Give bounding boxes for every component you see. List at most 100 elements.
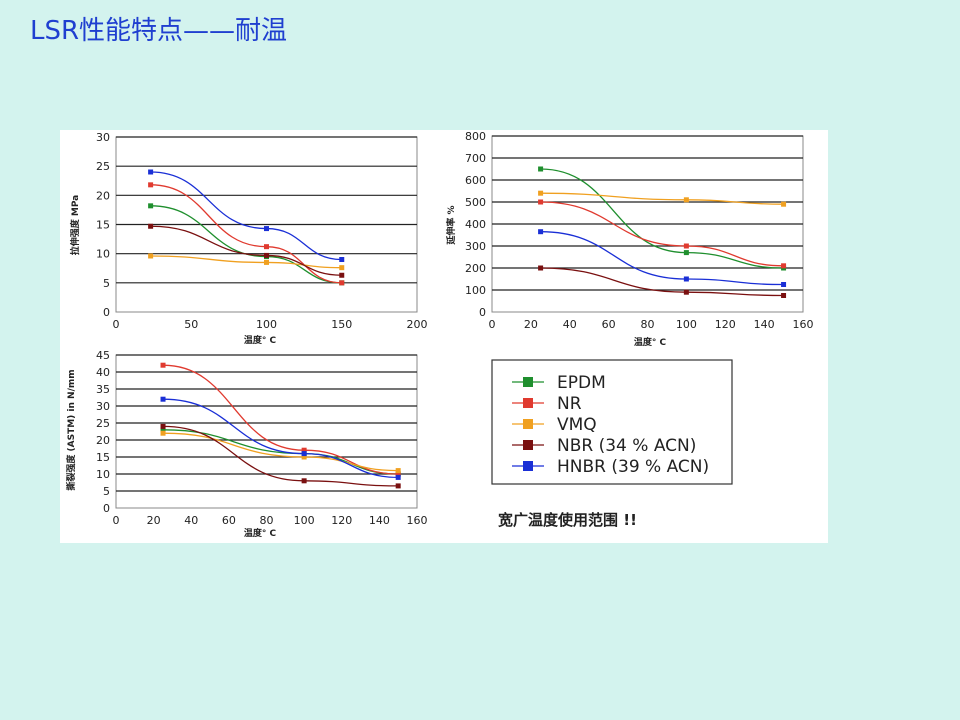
y-tick-label: 800	[465, 130, 486, 143]
y-tick-label: 600	[465, 174, 486, 187]
legend-marker	[523, 398, 533, 408]
x-tick-label: 0	[113, 514, 120, 527]
data-point	[160, 362, 166, 368]
x-axis-label: 温度° C	[244, 334, 277, 346]
data-point	[301, 447, 307, 453]
legend-item: HNBR (39 % ACN)	[512, 457, 709, 477]
x-tick-label: 80	[641, 318, 655, 331]
y-axis-label: 拉伸强度 MPa	[69, 195, 81, 256]
series-line	[150, 184, 342, 284]
y-tick-label: 5	[103, 277, 110, 290]
series-line	[540, 267, 784, 297]
series-hnbr	[538, 229, 787, 287]
y-tick-label: 0	[103, 502, 110, 515]
y-tick-label: 40	[96, 366, 110, 379]
y-tick-label: 15	[96, 219, 110, 232]
y-tick-label: 15	[96, 451, 110, 464]
x-tick-label: 40	[563, 318, 577, 331]
series-nr	[538, 199, 787, 269]
y-tick-label: 0	[479, 306, 486, 319]
x-axis-label: 温度° C	[634, 336, 667, 348]
legend-marker	[523, 377, 533, 387]
data-point	[683, 276, 689, 282]
series-line	[150, 225, 342, 276]
x-tick-label: 0	[489, 318, 496, 331]
data-point	[395, 471, 401, 477]
data-point	[683, 243, 689, 249]
x-tick-label: 80	[260, 514, 274, 527]
x-tick-label: 60	[222, 514, 236, 527]
data-point	[538, 166, 544, 172]
data-point	[538, 199, 544, 205]
y-tick-label: 500	[465, 196, 486, 209]
series-line	[540, 168, 784, 269]
data-point	[301, 454, 307, 460]
legend-item: NBR (34 % ACN)	[512, 436, 696, 456]
temperature-range-note: 宽广温度使用范围 !!	[497, 511, 637, 529]
legend-item: VMQ	[512, 415, 597, 435]
data-point	[264, 252, 269, 258]
y-tick-label: 100	[465, 284, 486, 297]
legend-marker	[523, 461, 533, 471]
data-point	[781, 263, 787, 269]
y-tick-label: 20	[96, 434, 110, 447]
data-point	[264, 244, 269, 250]
y-tick-label: 5	[103, 485, 110, 498]
x-tick-label: 0	[113, 318, 120, 331]
y-tick-label: 10	[96, 468, 110, 481]
data-point	[538, 229, 544, 235]
legend-marker	[523, 419, 533, 429]
series-nbr	[148, 223, 345, 278]
data-point	[339, 265, 345, 271]
series-nbr	[160, 423, 401, 489]
y-tick-label: 30	[96, 400, 110, 413]
x-tick-label: 150	[331, 318, 352, 331]
series-line	[163, 425, 399, 487]
legend-item: EPDM	[512, 373, 606, 393]
x-tick-label: 100	[676, 318, 697, 331]
legend-label: HNBR (39 % ACN)	[557, 457, 709, 477]
legend-label: EPDM	[557, 373, 606, 393]
x-tick-label: 60	[602, 318, 616, 331]
chart-2: 0 100 200 300 400 500 600 700 800 0 20 40 60 80 100 120…	[445, 130, 814, 348]
y-tick-label: 300	[465, 240, 486, 253]
chart-panel: 0 5 10 15 20 25 30 0 50 100 150 200 温度° C 拉伸强度 MPa 0 10…	[60, 130, 828, 543]
x-tick-label: 140	[754, 318, 775, 331]
data-point	[301, 478, 307, 484]
legend-label: NR	[557, 394, 582, 414]
y-tick-label: 25	[96, 417, 110, 430]
data-point	[160, 396, 166, 402]
x-axis-label: 温度° C	[244, 527, 277, 539]
y-tick-label: 25	[96, 160, 110, 173]
data-point	[395, 483, 401, 489]
series-line	[540, 231, 784, 286]
legend-marker	[523, 440, 533, 450]
series-hnbr	[148, 169, 345, 262]
data-point	[538, 190, 544, 196]
x-tick-label: 160	[793, 318, 814, 331]
series-vmq	[148, 253, 345, 271]
x-tick-label: 100	[256, 318, 277, 331]
data-point	[148, 223, 154, 229]
series-nr	[148, 182, 345, 286]
y-axis-label: 延伸率 %	[445, 205, 457, 245]
y-tick-label: 20	[96, 189, 110, 202]
data-point	[160, 427, 166, 433]
x-tick-label: 20	[524, 318, 538, 331]
series-line	[540, 201, 784, 267]
data-point	[395, 468, 401, 474]
x-tick-label: 40	[184, 514, 198, 527]
x-tick-label: 200	[407, 318, 428, 331]
data-point	[264, 226, 269, 232]
data-point	[148, 182, 154, 188]
data-point	[160, 430, 166, 436]
data-point	[683, 289, 689, 295]
series-vmq	[538, 190, 787, 207]
y-tick-label: 30	[96, 131, 110, 144]
chart-1: 0 5 10 15 20 25 30 0 50 100 150 200 温度° C 拉伸强度 MPa	[69, 131, 428, 346]
data-point	[538, 265, 544, 271]
data-point	[781, 282, 787, 287]
legend-label: VMQ	[557, 415, 597, 435]
data-point	[339, 272, 345, 278]
data-point	[395, 474, 401, 480]
